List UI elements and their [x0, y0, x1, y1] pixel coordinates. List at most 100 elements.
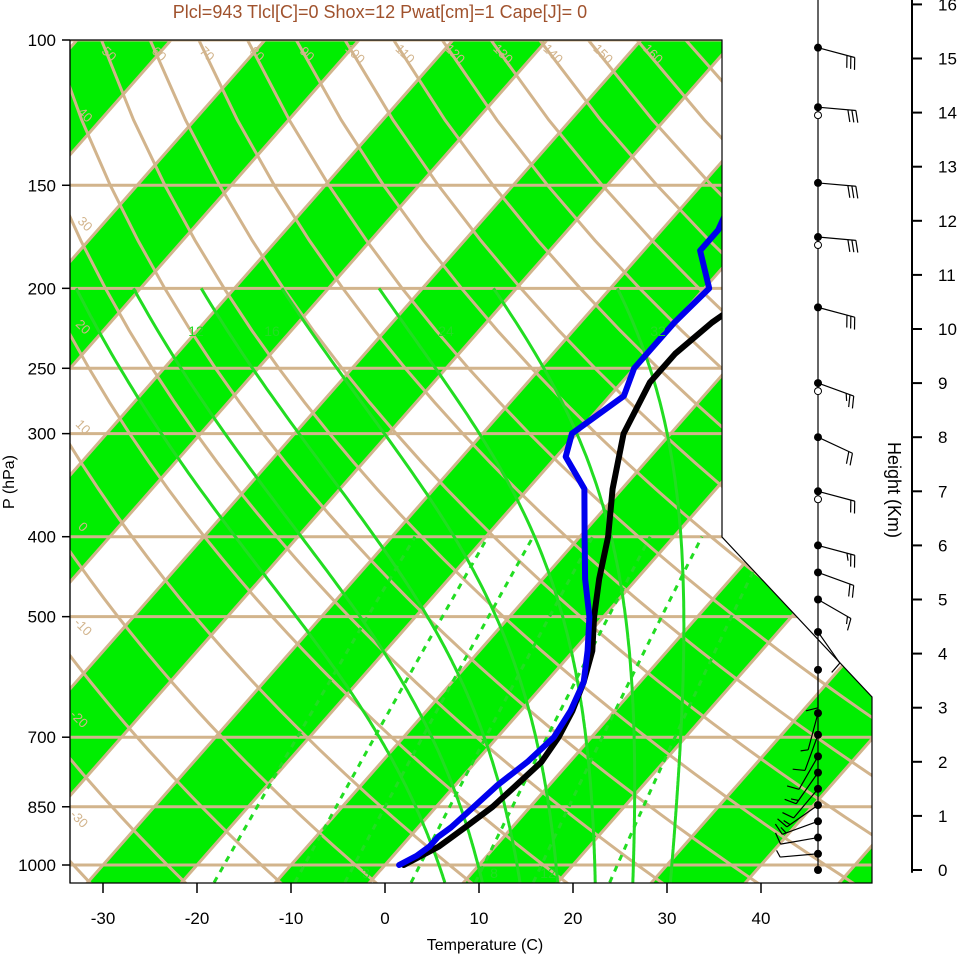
wind-barb-flag	[805, 707, 819, 712]
isotherm-line	[729, 40, 872, 883]
x-tick-label: 20	[564, 909, 583, 928]
dry-adiabat	[70, 40, 687, 883]
wind-barb-flag	[848, 394, 851, 408]
wind-barb-shaft	[817, 490, 855, 502]
wind-barb-flag	[846, 618, 852, 631]
x-tick-label: 30	[658, 909, 677, 928]
y-tick-label: 250	[28, 359, 56, 378]
wind-barb-shaft	[793, 788, 819, 819]
mixing-ratio-line	[409, 535, 595, 883]
height-tick-label: 9	[938, 374, 947, 393]
mixing-ratio-label: 24	[438, 323, 454, 339]
y-tick-label: 300	[28, 425, 56, 444]
isotherm-line	[259, 40, 872, 883]
height-tick-label: 1	[938, 807, 947, 826]
wind-barb-flag	[774, 823, 783, 835]
pressure-axis: 100 150 200 250 300 400 500 700 850 1000	[18, 31, 71, 883]
wind-barb-flag	[855, 240, 859, 253]
isotherm-line	[70, 40, 737, 883]
isotherm-band	[636, 40, 872, 883]
wind-barb-flag	[786, 785, 800, 790]
y-tick-label: 400	[28, 528, 56, 547]
height-tick-label: 10	[938, 320, 957, 339]
wind-barb-column	[774, 0, 859, 874]
mixing-ratio-line	[212, 535, 417, 883]
wind-barb-flag	[776, 850, 781, 858]
height-tick-label: 7	[938, 482, 947, 501]
y-tick-label: 200	[28, 279, 56, 298]
height-tick-label: 3	[938, 699, 947, 718]
wind-barb-shaft	[807, 712, 819, 750]
x-tick-label: -30	[91, 909, 116, 928]
isotherm-band	[260, 40, 872, 883]
wind-level-dot	[814, 866, 822, 874]
isotherm-line	[70, 40, 267, 883]
isotherm-line	[635, 40, 872, 883]
wind-barb-flag	[845, 451, 850, 464]
isotherm-label: 10	[742, 532, 770, 560]
isotherm-label: 0	[721, 455, 742, 476]
wind-barb-flag	[847, 185, 851, 198]
dewpoint-line	[396, 54, 826, 868]
wind-barb-flag	[847, 239, 851, 252]
wind-barb-shaft	[817, 236, 856, 241]
dry-adiabat	[294, 40, 872, 883]
wind-barb-shaft	[786, 804, 819, 828]
wind-barb-flag	[790, 798, 799, 802]
x-axis-label: Temperature (C)	[427, 937, 543, 954]
mixing-ratio-line	[531, 536, 704, 883]
height-tick-label: 6	[938, 536, 947, 555]
y-tick-label: 100	[28, 31, 56, 50]
mixing-ratio-line	[608, 536, 772, 883]
wind-barb-flag	[847, 109, 851, 123]
mixing-ratio-label: 12	[540, 865, 556, 881]
x-tick-label: 0	[380, 909, 389, 928]
dry-adiabat	[70, 40, 493, 883]
height-tick-label: 16	[938, 0, 957, 14]
wind-barb-shaft	[817, 436, 853, 454]
y-tick-label: 850	[28, 798, 56, 817]
dry-adiabat	[392, 40, 872, 883]
wind-barb-flag	[792, 768, 806, 772]
isotherm-band	[70, 40, 735, 883]
mixing-ratio-label: 8	[490, 865, 498, 881]
dry-adiabat	[246, 40, 872, 883]
wind-level-open-dot	[814, 241, 822, 250]
wind-barb-flag	[800, 749, 809, 752]
moist-adiabat	[280, 287, 560, 883]
height-tick-label: 13	[938, 158, 957, 177]
wind-barb-flag	[782, 812, 794, 819]
wind-barb-shaft	[817, 571, 854, 587]
wind-barb-flag	[851, 396, 855, 409]
wind-barb-flag	[855, 110, 859, 123]
wind-barb-shaft	[798, 756, 819, 790]
isotherm-label: 30	[720, 120, 748, 148]
isotherm-line	[70, 40, 549, 883]
wind-level-open-dot	[814, 387, 822, 396]
wind-barb-shaft	[817, 382, 854, 397]
y-tick-label: 1000	[18, 856, 56, 875]
wind-barb-flag	[784, 798, 797, 805]
wind-barb-flag	[851, 110, 855, 123]
wind-barb-shaft	[780, 853, 819, 858]
dry-adiabat	[70, 40, 783, 883]
wind-barb-flag	[855, 186, 859, 199]
isotherm-line	[71, 40, 831, 883]
wind-barb-flag	[845, 616, 849, 625]
wind-barb-shaft	[817, 106, 856, 112]
moist-adiabat	[74, 287, 447, 883]
isotherm-label: 30	[840, 642, 868, 670]
moist-adiabat	[199, 287, 522, 883]
y-axis-label: P (hPa)	[1, 455, 18, 509]
isotherm-band	[70, 40, 547, 883]
dry-adiabat	[70, 40, 204, 883]
wind-barb-shaft	[817, 631, 841, 664]
wind-barb-flag	[780, 826, 787, 834]
mixing-ratio-labels: 12 16 24 32 3 8 12	[188, 323, 666, 881]
height-tick-label: 4	[938, 645, 947, 664]
height-tick-label: 2	[938, 753, 947, 772]
height-tick-label: 5	[938, 591, 947, 610]
height-tick-label: 8	[938, 428, 947, 447]
